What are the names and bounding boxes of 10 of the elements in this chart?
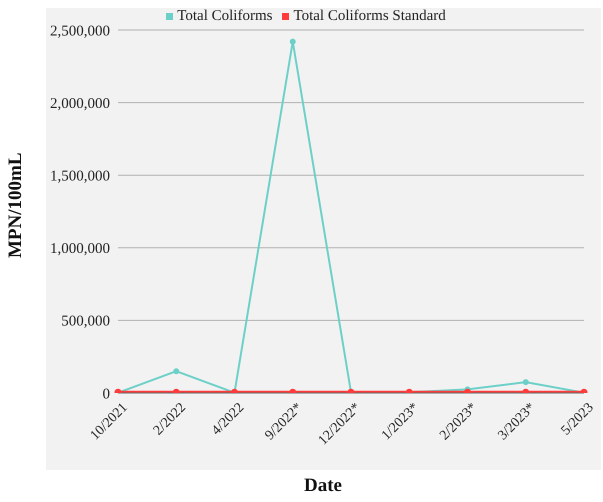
x-axis-title: Date: [303, 474, 343, 498]
y-tick-label: 1,000,000: [50, 241, 110, 258]
legend-label: Total Coliforms Standard: [293, 8, 446, 24]
y-tick-label: 2,500,000: [50, 23, 110, 40]
y-tick-label: 1,500,000: [50, 168, 110, 185]
y-axis-title: MPN/100mL: [4, 152, 27, 258]
legend-label: Total Coliforms: [177, 8, 272, 24]
y-tick-label: 0: [102, 386, 110, 402]
y-tick-label: 500,000: [61, 314, 110, 330]
y-tick-label: 2,000,000: [50, 96, 110, 112]
